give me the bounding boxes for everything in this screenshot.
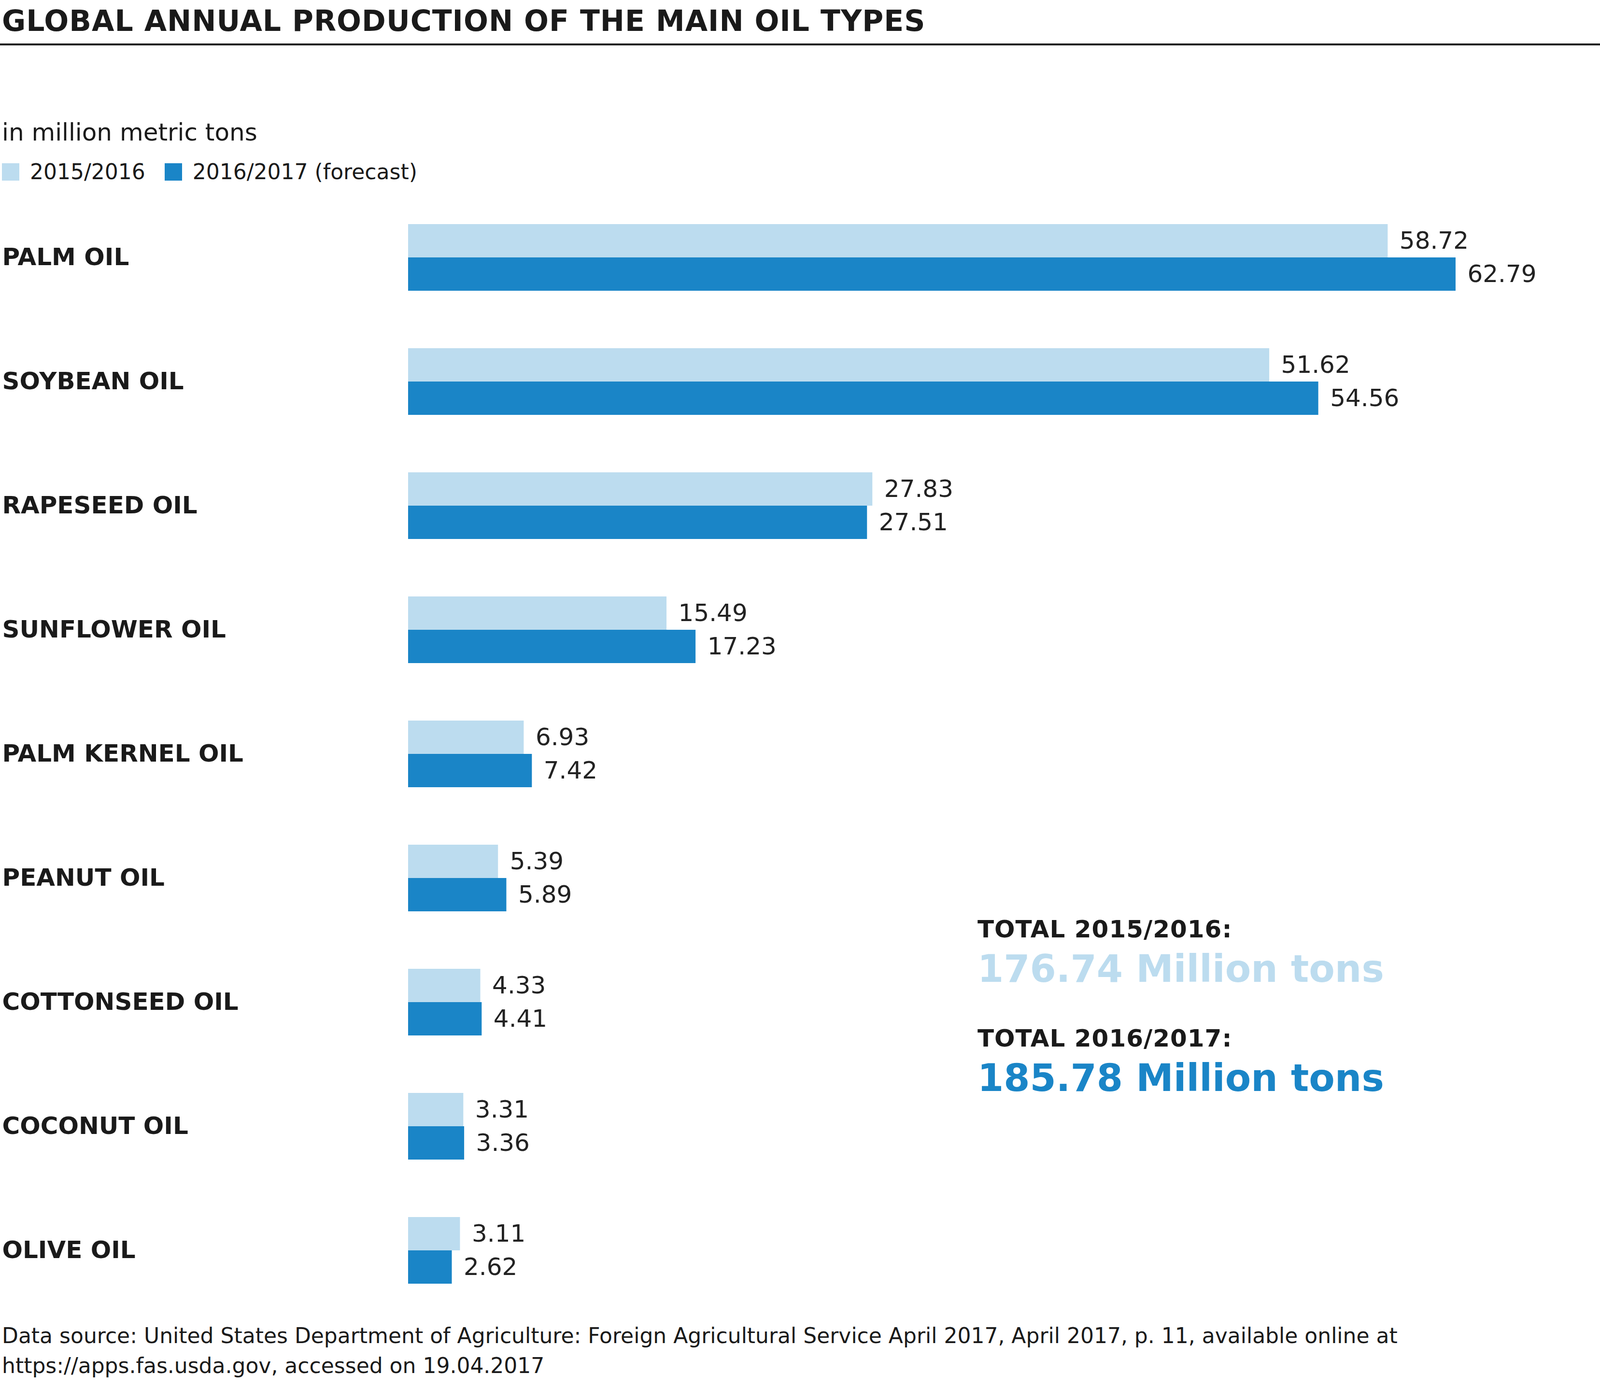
svg-text:COCONUT OIL: COCONUT OIL [2, 1111, 189, 1140]
svg-text:17.23: 17.23 [707, 632, 777, 661]
svg-text:5.39: 5.39 [509, 847, 564, 876]
html-text:2015/2016: 2015/2016 [29, 159, 146, 185]
svg-text:PEANUT OIL: PEANUT OIL [2, 863, 165, 892]
html-text:185.78 Million tons: 185.78 Million tons [977, 1056, 1385, 1100]
svg-text:3.36: 3.36 [476, 1128, 530, 1157]
svg-text:SOYBEAN OIL: SOYBEAN OIL [2, 367, 185, 396]
svg-text:3.31: 3.31 [475, 1095, 529, 1124]
svg-text:SUNFLOWER OIL: SUNFLOWER OIL [2, 615, 227, 644]
svg-text:RAPESEED OIL: RAPESEED OIL [2, 491, 198, 520]
svg-text:27.83: 27.83 [884, 474, 954, 503]
html-text:Data source: United States Dep: Data source: United States Department of… [1, 1323, 1398, 1378]
html-text:in million metric tons: in million metric tons [1, 118, 258, 147]
svg-text:OLIVE OIL: OLIVE OIL [2, 1235, 136, 1264]
svg-text:4.33: 4.33 [492, 971, 546, 1000]
svg-text:COTTONSEED OIL: COTTONSEED OIL [2, 987, 239, 1016]
svg-text:54.56: 54.56 [1330, 383, 1400, 412]
svg-text:4.41: 4.41 [493, 1004, 548, 1033]
svg-text:62.79: 62.79 [1467, 259, 1537, 288]
svg-text:2.62: 2.62 [463, 1252, 518, 1281]
html-text:2016/2017 (forecast): 2016/2017 (forecast) [192, 159, 418, 185]
svg-text:15.49: 15.49 [678, 598, 748, 627]
svg-text:PALM OIL: PALM OIL [2, 242, 130, 271]
svg-text:51.62: 51.62 [1281, 350, 1351, 379]
html-text:GLOBAL ANNUAL PRODUCTION OF TH: GLOBAL ANNUAL PRODUCTION OF THE MAIN OIL… [1, 3, 926, 38]
html-text:TOTAL 2016/2017:: TOTAL 2016/2017: [977, 1024, 1233, 1053]
html-text:176.74 Million tons: 176.74 Million tons [977, 947, 1385, 991]
svg-text:7.42: 7.42 [543, 756, 598, 785]
svg-text:27.51: 27.51 [878, 508, 949, 537]
html-text:TOTAL 2015/2016:: TOTAL 2015/2016: [977, 915, 1233, 944]
svg-text:6.93: 6.93 [535, 722, 590, 751]
svg-text:PALM KERNEL OIL: PALM KERNEL OIL [2, 739, 244, 768]
svg-text:5.89: 5.89 [518, 880, 572, 909]
svg-text:58.72: 58.72 [1399, 226, 1469, 255]
svg-text:3.11: 3.11 [471, 1219, 526, 1248]
